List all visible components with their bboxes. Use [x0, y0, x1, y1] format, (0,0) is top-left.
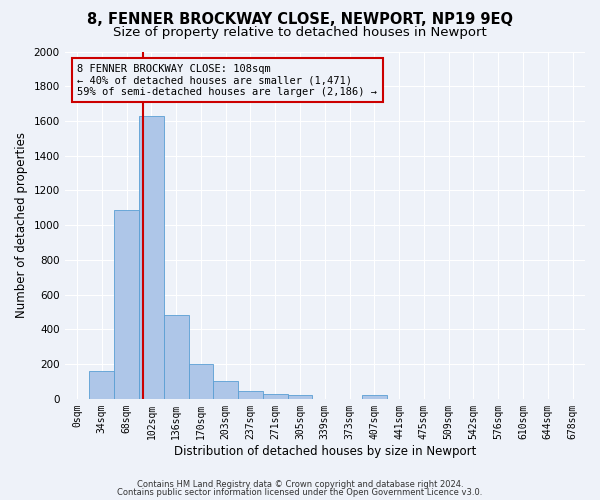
Text: 8, FENNER BROCKWAY CLOSE, NEWPORT, NP19 9EQ: 8, FENNER BROCKWAY CLOSE, NEWPORT, NP19 …	[87, 12, 513, 28]
Bar	[89, 371, 114, 399]
Bar	[287, 396, 313, 399]
Bar	[362, 396, 387, 399]
Bar	[214, 382, 238, 399]
Y-axis label: Number of detached properties: Number of detached properties	[15, 132, 28, 318]
Bar	[114, 210, 139, 399]
Bar	[263, 394, 287, 399]
Text: Size of property relative to detached houses in Newport: Size of property relative to detached ho…	[113, 26, 487, 39]
Bar	[188, 364, 214, 399]
X-axis label: Distribution of detached houses by size in Newport: Distribution of detached houses by size …	[173, 444, 476, 458]
Bar	[164, 316, 188, 399]
Bar	[139, 116, 164, 399]
Text: Contains public sector information licensed under the Open Government Licence v3: Contains public sector information licen…	[118, 488, 482, 497]
Bar	[238, 391, 263, 399]
Text: 8 FENNER BROCKWAY CLOSE: 108sqm
← 40% of detached houses are smaller (1,471)
59%: 8 FENNER BROCKWAY CLOSE: 108sqm ← 40% of…	[77, 64, 377, 97]
Text: Contains HM Land Registry data © Crown copyright and database right 2024.: Contains HM Land Registry data © Crown c…	[137, 480, 463, 489]
